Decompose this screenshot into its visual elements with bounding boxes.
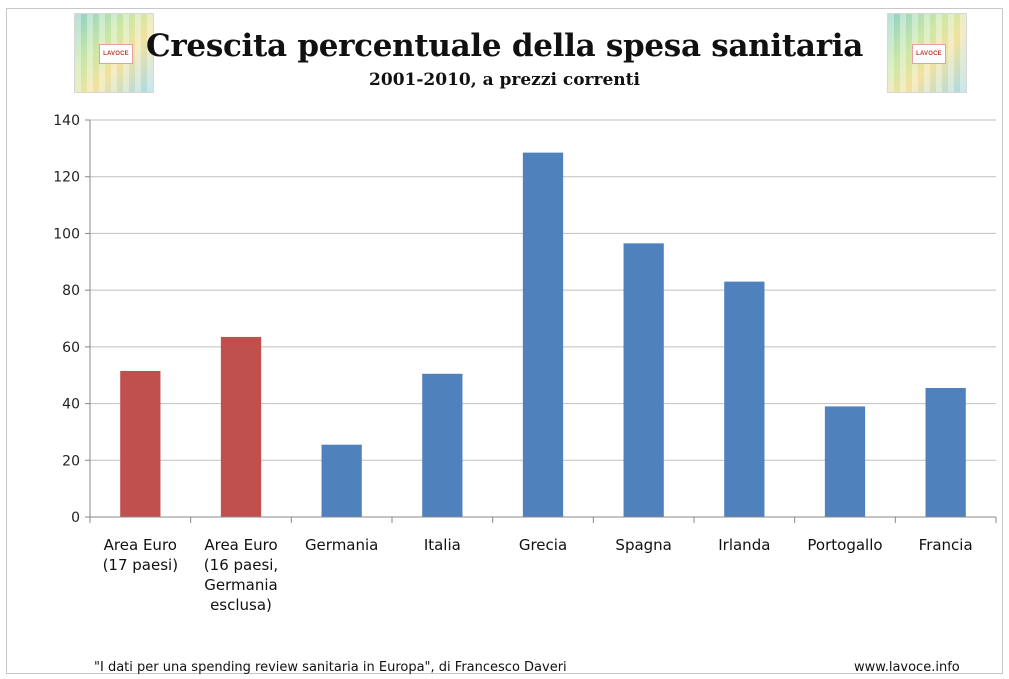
bar (724, 281, 765, 517)
bar (321, 444, 362, 517)
chart-subtitle: 2001-2010, a prezzi correnti (369, 70, 640, 90)
y-tick-label: 100 (53, 226, 80, 242)
chart-title: Crescita percentuale della spesa sanitar… (145, 28, 863, 64)
y-tick-label: 0 (71, 510, 80, 526)
y-tick-label: 20 (62, 453, 80, 469)
x-tick-label: Portogallo (807, 536, 882, 554)
lavoce-logo-right: LAVOCE (887, 13, 967, 93)
bar (522, 152, 564, 517)
y-axis-ticks: 0 20 40 60 80 100 120 140 (53, 113, 90, 526)
x-tick-label: Area Euro (17 paesi) (103, 536, 178, 574)
bars (120, 152, 966, 517)
logo-text: LAVOCE (103, 51, 129, 57)
y-tick-label: 120 (53, 170, 80, 186)
y-tick-label: 60 (62, 340, 80, 356)
y-tick-label: 40 (62, 397, 80, 413)
logo-badge: LAVOCE (912, 44, 946, 64)
bar (220, 336, 262, 517)
x-tick-label: Spagna (615, 536, 671, 554)
x-tick-label: Germania (305, 536, 378, 554)
logo-badge: LAVOCE (99, 44, 133, 64)
chart-frame (6, 8, 1003, 674)
y-tick-label: 140 (53, 113, 80, 129)
bar (824, 406, 866, 517)
logo-text: LAVOCE (916, 51, 942, 57)
x-tick-label: Irlanda (718, 536, 770, 554)
bar (623, 243, 664, 517)
x-axis-labels: Area Euro (17 paesi) Area Euro (16 paesi, Ge… (103, 536, 973, 614)
website-link[interactable]: www.lavoce.info (854, 660, 960, 675)
x-tick-label: Grecia (519, 536, 567, 554)
x-axis (89, 120, 997, 523)
x-tick-label: Francia (919, 536, 973, 554)
y-tick-label: 80 (62, 283, 80, 299)
x-tick-label: Italia (424, 536, 461, 554)
source-note: "I dati per una spending review sanitari… (94, 660, 567, 675)
lavoce-logo-left: LAVOCE (74, 13, 154, 93)
x-tick-label: Area Euro (16 paesi, Germania esclusa) (204, 536, 278, 614)
bar (925, 387, 966, 517)
bar (120, 370, 161, 517)
bar (422, 373, 463, 517)
